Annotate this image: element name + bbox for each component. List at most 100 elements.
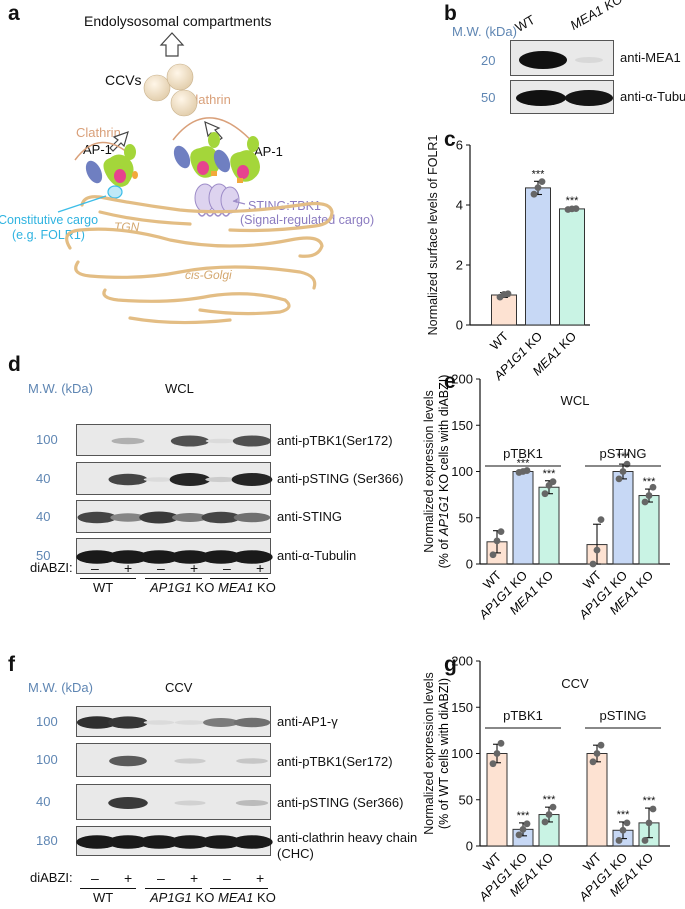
mw-mark: 100 [36, 432, 58, 447]
group-label-d-ap1g1: AP1G1 KO [150, 580, 215, 595]
band-label: anti-α-Tubulin [277, 548, 357, 563]
data-point [523, 467, 531, 474]
y-tick-label: 0 [456, 318, 463, 333]
significance-mark: *** [532, 168, 546, 180]
ap1-right-label: AP-1 [254, 144, 283, 159]
data-point [619, 826, 627, 834]
blot-band [200, 550, 242, 564]
data-point [530, 190, 538, 198]
y-tick-label: 50 [459, 510, 473, 525]
category-label: WT [487, 329, 511, 353]
chart-title: CCV [561, 676, 589, 691]
blot-band [231, 835, 273, 849]
treatment-sign: + [190, 870, 199, 886]
data-point [497, 739, 505, 747]
group-label-f-ap1g1: AP1G1 KO [150, 890, 215, 905]
blot-b-mea1 [510, 40, 614, 76]
treatment-sign: – [91, 560, 99, 576]
constitutive-cargo-label: Constitutive cargo [0, 213, 99, 227]
y-axis-label-2: (% of AP1G1 KO cells with diABZI) [437, 375, 451, 569]
group-label-d-mea1: MEA1 KO [218, 580, 276, 595]
group-label-f-mea1: MEA1 KO [218, 890, 276, 905]
blot-band [108, 716, 148, 729]
blot-band [233, 717, 271, 728]
band-label: (CHC) [277, 846, 314, 861]
treatment-sign: – [223, 560, 231, 576]
data-point [504, 290, 512, 298]
group-label: pTBK1 [503, 708, 543, 723]
arrow-up-icon [159, 32, 185, 57]
group-underline [145, 888, 202, 889]
data-point [615, 837, 623, 844]
blot-band [76, 835, 118, 849]
blot-b-tubulin [510, 80, 614, 114]
golgi-stack-icon [65, 195, 334, 325]
significance-mark: *** [566, 195, 580, 207]
band-label: anti-pSTING (Ser366) [277, 795, 404, 810]
blot-band [174, 758, 206, 764]
blot-row [76, 826, 273, 856]
significance-mark: *** [643, 476, 657, 488]
ccvs-label: CCVs [105, 72, 142, 88]
group-label: pSTING [600, 446, 647, 461]
blot-row [76, 500, 271, 533]
treatment-sign: + [124, 560, 133, 576]
treatment-sign: + [256, 560, 265, 576]
blot-band [201, 511, 241, 524]
blot-band [107, 835, 149, 849]
mw-mark: 40 [36, 508, 51, 524]
panel-letter-g: g [444, 653, 457, 676]
golgi-schematic [57, 32, 334, 325]
group-underline [210, 578, 268, 579]
data-point [549, 478, 557, 486]
ccv-spheres-icon [143, 63, 198, 117]
signal-cargo-label: (Signal-regulated cargo) [240, 213, 375, 227]
bar [612, 471, 634, 565]
data-point [597, 741, 605, 749]
fraction-label-f: CCV [165, 680, 193, 695]
treatment-label-d: diABZI: [30, 560, 73, 575]
data-point [572, 205, 580, 212]
treatment-sign: + [124, 870, 133, 886]
bar [486, 753, 508, 847]
data-point [541, 490, 549, 498]
data-point [515, 831, 523, 839]
band-label: anti-pTBK1(Ser172) [277, 754, 393, 769]
panel-letter-c: c [444, 128, 456, 151]
treatment-sign: + [256, 870, 265, 886]
blot-band [169, 473, 211, 486]
data-point [649, 805, 657, 813]
treatment-sign: – [157, 560, 165, 576]
data-point [538, 178, 546, 185]
data-point [549, 803, 557, 811]
blot-band [76, 716, 118, 729]
blot-band [174, 720, 206, 725]
treatment-sign: – [223, 870, 231, 886]
blot-band [170, 435, 210, 447]
significance-mark: *** [617, 809, 631, 821]
mw-label-d: M.W. (kDa) [28, 381, 93, 396]
blot-band [231, 550, 273, 564]
panel-letter-e: e [444, 370, 456, 393]
data-point [619, 468, 627, 475]
y-axis-label-2: (% of WT cells with diABZI) [437, 678, 451, 829]
data-point [649, 483, 657, 491]
blot-band [109, 755, 147, 767]
data-point [497, 528, 505, 536]
group-underline [80, 578, 136, 579]
group-underline [80, 888, 136, 889]
blot-band [203, 718, 239, 727]
panel-letter-f: f [8, 653, 15, 676]
data-point [645, 492, 653, 499]
mw-label-f: M.W. (kDa) [28, 680, 93, 695]
treatment-label-f: diABZI: [30, 870, 73, 885]
blot-band [110, 513, 146, 522]
blot-band [108, 473, 148, 486]
y-tick-label: 100 [451, 746, 473, 761]
panel-letter-d: d [8, 353, 21, 376]
lane-label-mea1-b: MEA1 KO [567, 0, 626, 33]
data-point [597, 516, 605, 523]
data-point [641, 498, 649, 506]
data-point [645, 819, 653, 827]
group-label-f-wt: WT [93, 890, 114, 905]
